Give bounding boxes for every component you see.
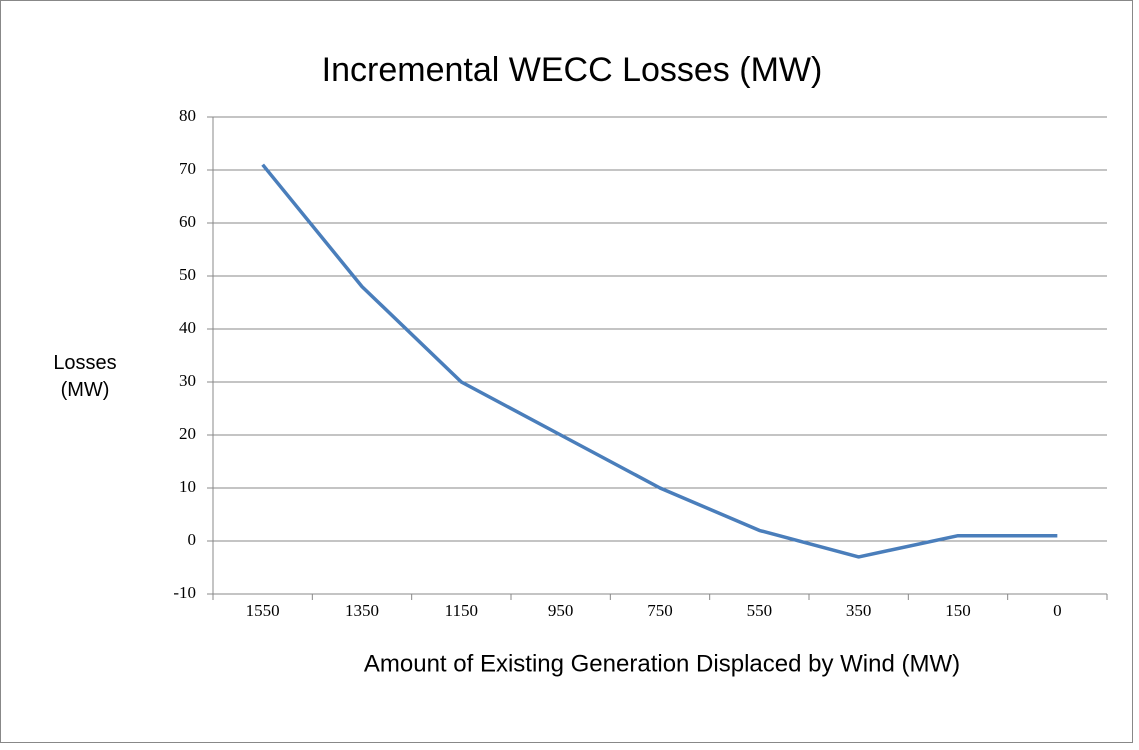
x-tick-label: 1550: [246, 601, 280, 620]
x-tick-label: 750: [647, 601, 673, 620]
y-tick-label: 70: [179, 159, 196, 178]
x-tick-label: 150: [945, 601, 971, 620]
x-tick-label: 950: [548, 601, 574, 620]
y-tick-label: 40: [179, 318, 196, 337]
y-tick-label: 50: [179, 265, 196, 284]
data-line: [261, 163, 1058, 559]
x-axis-label: Amount of Existing Generation Displaced …: [364, 650, 960, 677]
x-tick-label: 350: [846, 601, 872, 620]
y-axis-label: Losses (MW): [53, 352, 117, 401]
x-tick-label: 1350: [345, 601, 379, 620]
y-tick-label: 80: [179, 106, 196, 125]
y-tick-label: 20: [179, 424, 196, 443]
y-tick-label: 10: [179, 477, 196, 496]
chart-title: Incremental WECC Losses (MW): [322, 51, 823, 89]
y-tick-label: 60: [179, 212, 196, 231]
x-tick-label: 1150: [445, 601, 478, 620]
y-tick-label: 0: [188, 530, 197, 549]
x-tick-label: 0: [1053, 601, 1062, 620]
x-tick-label: 550: [747, 601, 773, 620]
y-tick-label: 30: [179, 371, 196, 390]
y-tick-label: -10: [173, 583, 196, 602]
